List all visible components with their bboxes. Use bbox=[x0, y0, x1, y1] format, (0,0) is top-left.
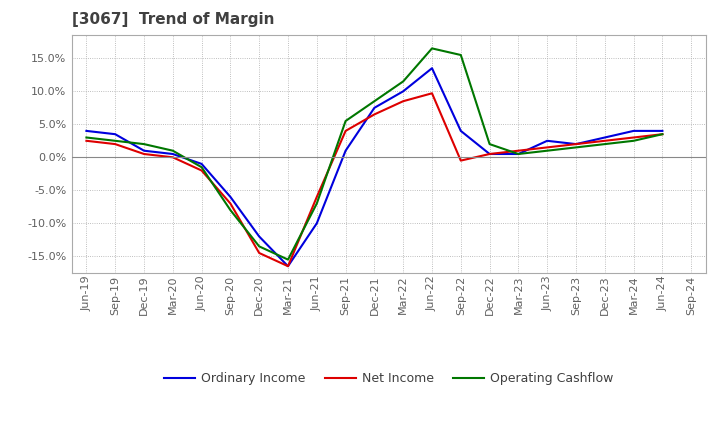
Ordinary Income bbox=[197, 161, 206, 166]
Operating Cashflow bbox=[572, 145, 580, 150]
Operating Cashflow bbox=[370, 99, 379, 104]
Ordinary Income bbox=[572, 141, 580, 147]
Net Income bbox=[111, 141, 120, 147]
Operating Cashflow bbox=[140, 141, 148, 147]
Text: [3067]  Trend of Margin: [3067] Trend of Margin bbox=[72, 12, 274, 27]
Net Income bbox=[658, 132, 667, 137]
Ordinary Income bbox=[629, 128, 638, 134]
Line: Operating Cashflow: Operating Cashflow bbox=[86, 48, 662, 260]
Net Income bbox=[543, 145, 552, 150]
Net Income bbox=[82, 138, 91, 143]
Operating Cashflow bbox=[197, 165, 206, 170]
Ordinary Income bbox=[82, 128, 91, 134]
Operating Cashflow bbox=[600, 141, 609, 147]
Ordinary Income bbox=[600, 135, 609, 140]
Net Income bbox=[428, 91, 436, 96]
Ordinary Income bbox=[485, 151, 494, 157]
Ordinary Income bbox=[168, 151, 177, 157]
Net Income bbox=[600, 138, 609, 143]
Net Income bbox=[312, 194, 321, 200]
Operating Cashflow bbox=[168, 148, 177, 153]
Net Income bbox=[140, 151, 148, 157]
Line: Ordinary Income: Ordinary Income bbox=[86, 68, 662, 266]
Ordinary Income bbox=[543, 138, 552, 143]
Operating Cashflow bbox=[543, 148, 552, 153]
Ordinary Income bbox=[428, 66, 436, 71]
Operating Cashflow bbox=[629, 138, 638, 143]
Net Income bbox=[255, 250, 264, 256]
Ordinary Income bbox=[111, 132, 120, 137]
Ordinary Income bbox=[284, 264, 292, 269]
Net Income bbox=[284, 264, 292, 269]
Line: Net Income: Net Income bbox=[86, 93, 662, 266]
Ordinary Income bbox=[658, 128, 667, 134]
Operating Cashflow bbox=[284, 257, 292, 262]
Ordinary Income bbox=[312, 220, 321, 226]
Ordinary Income bbox=[370, 105, 379, 110]
Ordinary Income bbox=[341, 148, 350, 153]
Net Income bbox=[370, 112, 379, 117]
Net Income bbox=[341, 128, 350, 134]
Operating Cashflow bbox=[658, 132, 667, 137]
Ordinary Income bbox=[399, 88, 408, 94]
Net Income bbox=[226, 201, 235, 206]
Net Income bbox=[399, 99, 408, 104]
Operating Cashflow bbox=[399, 79, 408, 84]
Net Income bbox=[168, 154, 177, 160]
Ordinary Income bbox=[226, 194, 235, 200]
Net Income bbox=[514, 148, 523, 153]
Operating Cashflow bbox=[514, 151, 523, 157]
Net Income bbox=[572, 141, 580, 147]
Operating Cashflow bbox=[456, 52, 465, 58]
Ordinary Income bbox=[255, 234, 264, 239]
Operating Cashflow bbox=[312, 201, 321, 206]
Operating Cashflow bbox=[341, 118, 350, 124]
Operating Cashflow bbox=[485, 141, 494, 147]
Operating Cashflow bbox=[226, 207, 235, 213]
Ordinary Income bbox=[456, 128, 465, 134]
Net Income bbox=[197, 168, 206, 173]
Ordinary Income bbox=[514, 151, 523, 157]
Ordinary Income bbox=[140, 148, 148, 153]
Net Income bbox=[485, 151, 494, 157]
Operating Cashflow bbox=[255, 244, 264, 249]
Net Income bbox=[629, 135, 638, 140]
Net Income bbox=[456, 158, 465, 163]
Operating Cashflow bbox=[428, 46, 436, 51]
Operating Cashflow bbox=[111, 138, 120, 143]
Legend: Ordinary Income, Net Income, Operating Cashflow: Ordinary Income, Net Income, Operating C… bbox=[159, 367, 618, 390]
Operating Cashflow bbox=[82, 135, 91, 140]
